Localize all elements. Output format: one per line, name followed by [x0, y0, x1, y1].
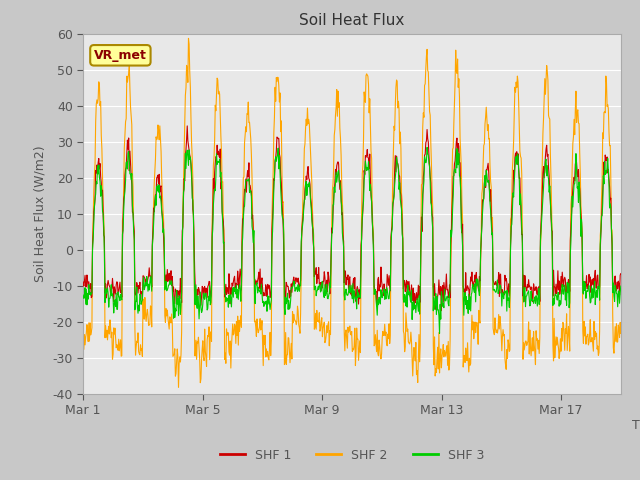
X-axis label: Time: Time: [632, 419, 640, 432]
Y-axis label: Soil Heat Flux (W/m2): Soil Heat Flux (W/m2): [34, 145, 47, 282]
Text: VR_met: VR_met: [94, 49, 147, 62]
Legend: SHF 1, SHF 2, SHF 3: SHF 1, SHF 2, SHF 3: [215, 444, 489, 467]
Title: Soil Heat Flux: Soil Heat Flux: [300, 13, 404, 28]
